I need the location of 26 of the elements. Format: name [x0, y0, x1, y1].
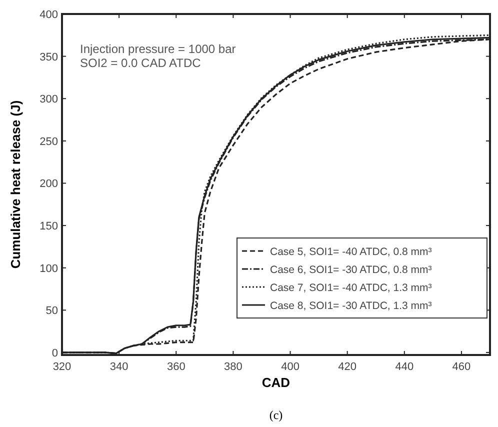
x-tick-label: 460	[452, 361, 471, 373]
annotation: Injection pressure = 1000 bar	[80, 42, 236, 56]
x-tick-label: 320	[52, 361, 72, 373]
text: (c)	[269, 408, 283, 422]
y-tick-label: 150	[40, 220, 58, 233]
y-tick-label: 350	[40, 51, 58, 64]
x-tick-label: 380	[224, 361, 242, 373]
y-tick-label: 300	[40, 94, 58, 106]
x-tick-label: 400	[281, 361, 300, 373]
legend-label: Case 7, SOI1= -40 ATDC, 1.3 mm³	[270, 282, 432, 294]
annotation: SOI2 = 0.0 CAD ATDC	[80, 56, 202, 70]
x-tick-label: 360	[166, 361, 186, 373]
legend-label: Case 5, SOI1= -40 ATDC, 0.8 mm³	[270, 246, 432, 258]
legend-label: Case 6, SOI1= -30 ATDC, 0.8 mm³	[270, 264, 432, 276]
x-tick-label: 420	[338, 361, 357, 373]
y-axis-title: Cumulative heat release (J)	[8, 100, 23, 269]
y-tick-label: 0	[52, 347, 58, 360]
y-tick-label: 50	[46, 305, 58, 318]
legend-label: Case 8, SOI1= -30 ATDC, 1.3 mm³	[270, 300, 432, 312]
y-tick-label: 250	[40, 136, 58, 148]
x-tick-label: 440	[395, 361, 414, 373]
x-axis-title: CAD	[262, 375, 290, 390]
y-tick-label: 200	[40, 178, 58, 190]
y-tick-label: 400	[40, 9, 58, 21]
y-tick-label: 100	[40, 262, 58, 275]
x-tick-label: 340	[110, 361, 128, 373]
